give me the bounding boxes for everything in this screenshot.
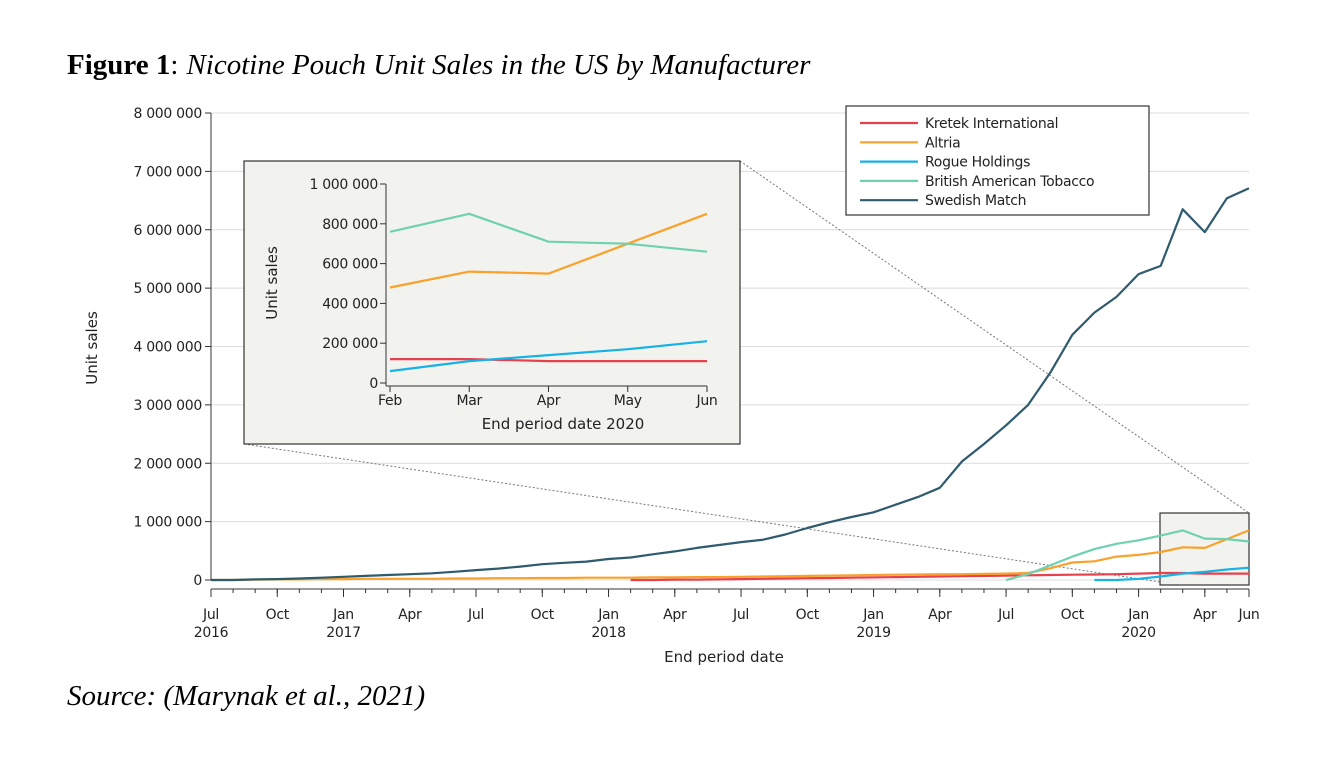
x-year-label: 2017 [326,625,360,641]
y-tick-label: 8 000 000 [133,106,202,122]
inset-x-tick-label: Mar [456,393,482,409]
figure-caption: Figure 1: Nicotine Pouch Unit Sales in th… [67,49,811,81]
x-tick-label: Jan [1127,607,1149,623]
inset-y-tick-label: 800 000 [322,217,378,233]
figure-label: Figure 1 [67,49,170,81]
legend-label: Swedish Match [925,193,1026,209]
series-line [390,358,707,363]
series-line [389,212,708,289]
y-axis-label: Unit sales [83,311,101,385]
x-tick-label: Oct [1061,607,1085,623]
source: Source: (Marynak et al., 2021) [67,680,425,712]
zoom-connector [739,160,1250,514]
x-tick-label: Oct [796,607,820,623]
series-line [389,340,708,373]
y-tick-label: 5 000 000 [133,281,202,297]
x-tick-label: Jul [997,607,1014,623]
inset-y-tick-label: 0 [369,376,378,392]
inset-y-tick-label: 600 000 [322,257,378,273]
inset-y-tick-label: 1 000 000 [309,177,378,193]
x-tick-label: Jan [332,607,354,623]
x-tick-label: Apr [1193,607,1217,623]
inset-panel [243,160,741,445]
y-tick-label: 1 000 000 [133,515,202,531]
legend-label: British American Tobacco [925,174,1094,190]
x-tick-label: Apr [663,607,687,623]
caption-separator: : [170,49,178,81]
y-tick-label: 0 [193,573,202,589]
x-year-label: 2020 [1121,625,1155,641]
series-line [211,529,1250,582]
inset-x-tick-label: May [614,393,642,409]
legend-label: Kretek International [925,116,1058,132]
x-axis-label: End period date [664,648,784,666]
y-tick-label: 6 000 000 [133,223,202,239]
x-tick-label: Oct [531,607,555,623]
x-tick-label: Jul [467,607,484,623]
x-tick-label: Apr [398,607,422,623]
x-tick-label: Oct [266,607,290,623]
zoom-connector [243,443,1161,583]
series-line [1094,566,1250,582]
legend-label: Altria [925,135,960,151]
series-line [211,187,1250,582]
inset-x-tick-label: Apr [537,393,561,409]
figure-title: Nicotine Pouch Unit Sales in the US by M… [185,49,811,81]
y-tick-label: 3 000 000 [133,398,202,414]
x-year-label: 2018 [591,625,625,641]
inset-y-tick-label: 200 000 [322,336,378,352]
inset-x-axis-label: End period date 2020 [482,415,645,433]
inset-x-tick-label: Jun [696,393,718,409]
legend-label: Rogue Holdings [925,155,1030,171]
series-line [1005,529,1250,582]
inset-y-axis-label: Unit sales [263,246,281,320]
x-year-label: 2019 [856,625,890,641]
x-tick-label: Apr [928,607,952,623]
y-tick-label: 2 000 000 [133,456,202,472]
y-tick-label: 4 000 000 [133,340,202,356]
inset-x-tick-label: Feb [378,393,402,409]
inset-y-tick-label: 400 000 [322,296,378,312]
x-tick-label: Jun [1238,607,1260,623]
x-tick-label: Jan [862,607,884,623]
x-tick-label: Jul [732,607,749,623]
x-tick-label: Jul [202,607,219,623]
y-tick-label: 7 000 000 [133,164,202,180]
x-tick-label: Jan [597,607,619,623]
series-line [630,571,1249,582]
x-year-label: 2016 [194,625,229,641]
series-line [389,212,708,253]
